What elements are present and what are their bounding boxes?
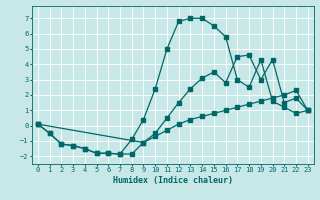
X-axis label: Humidex (Indice chaleur): Humidex (Indice chaleur) — [113, 176, 233, 185]
